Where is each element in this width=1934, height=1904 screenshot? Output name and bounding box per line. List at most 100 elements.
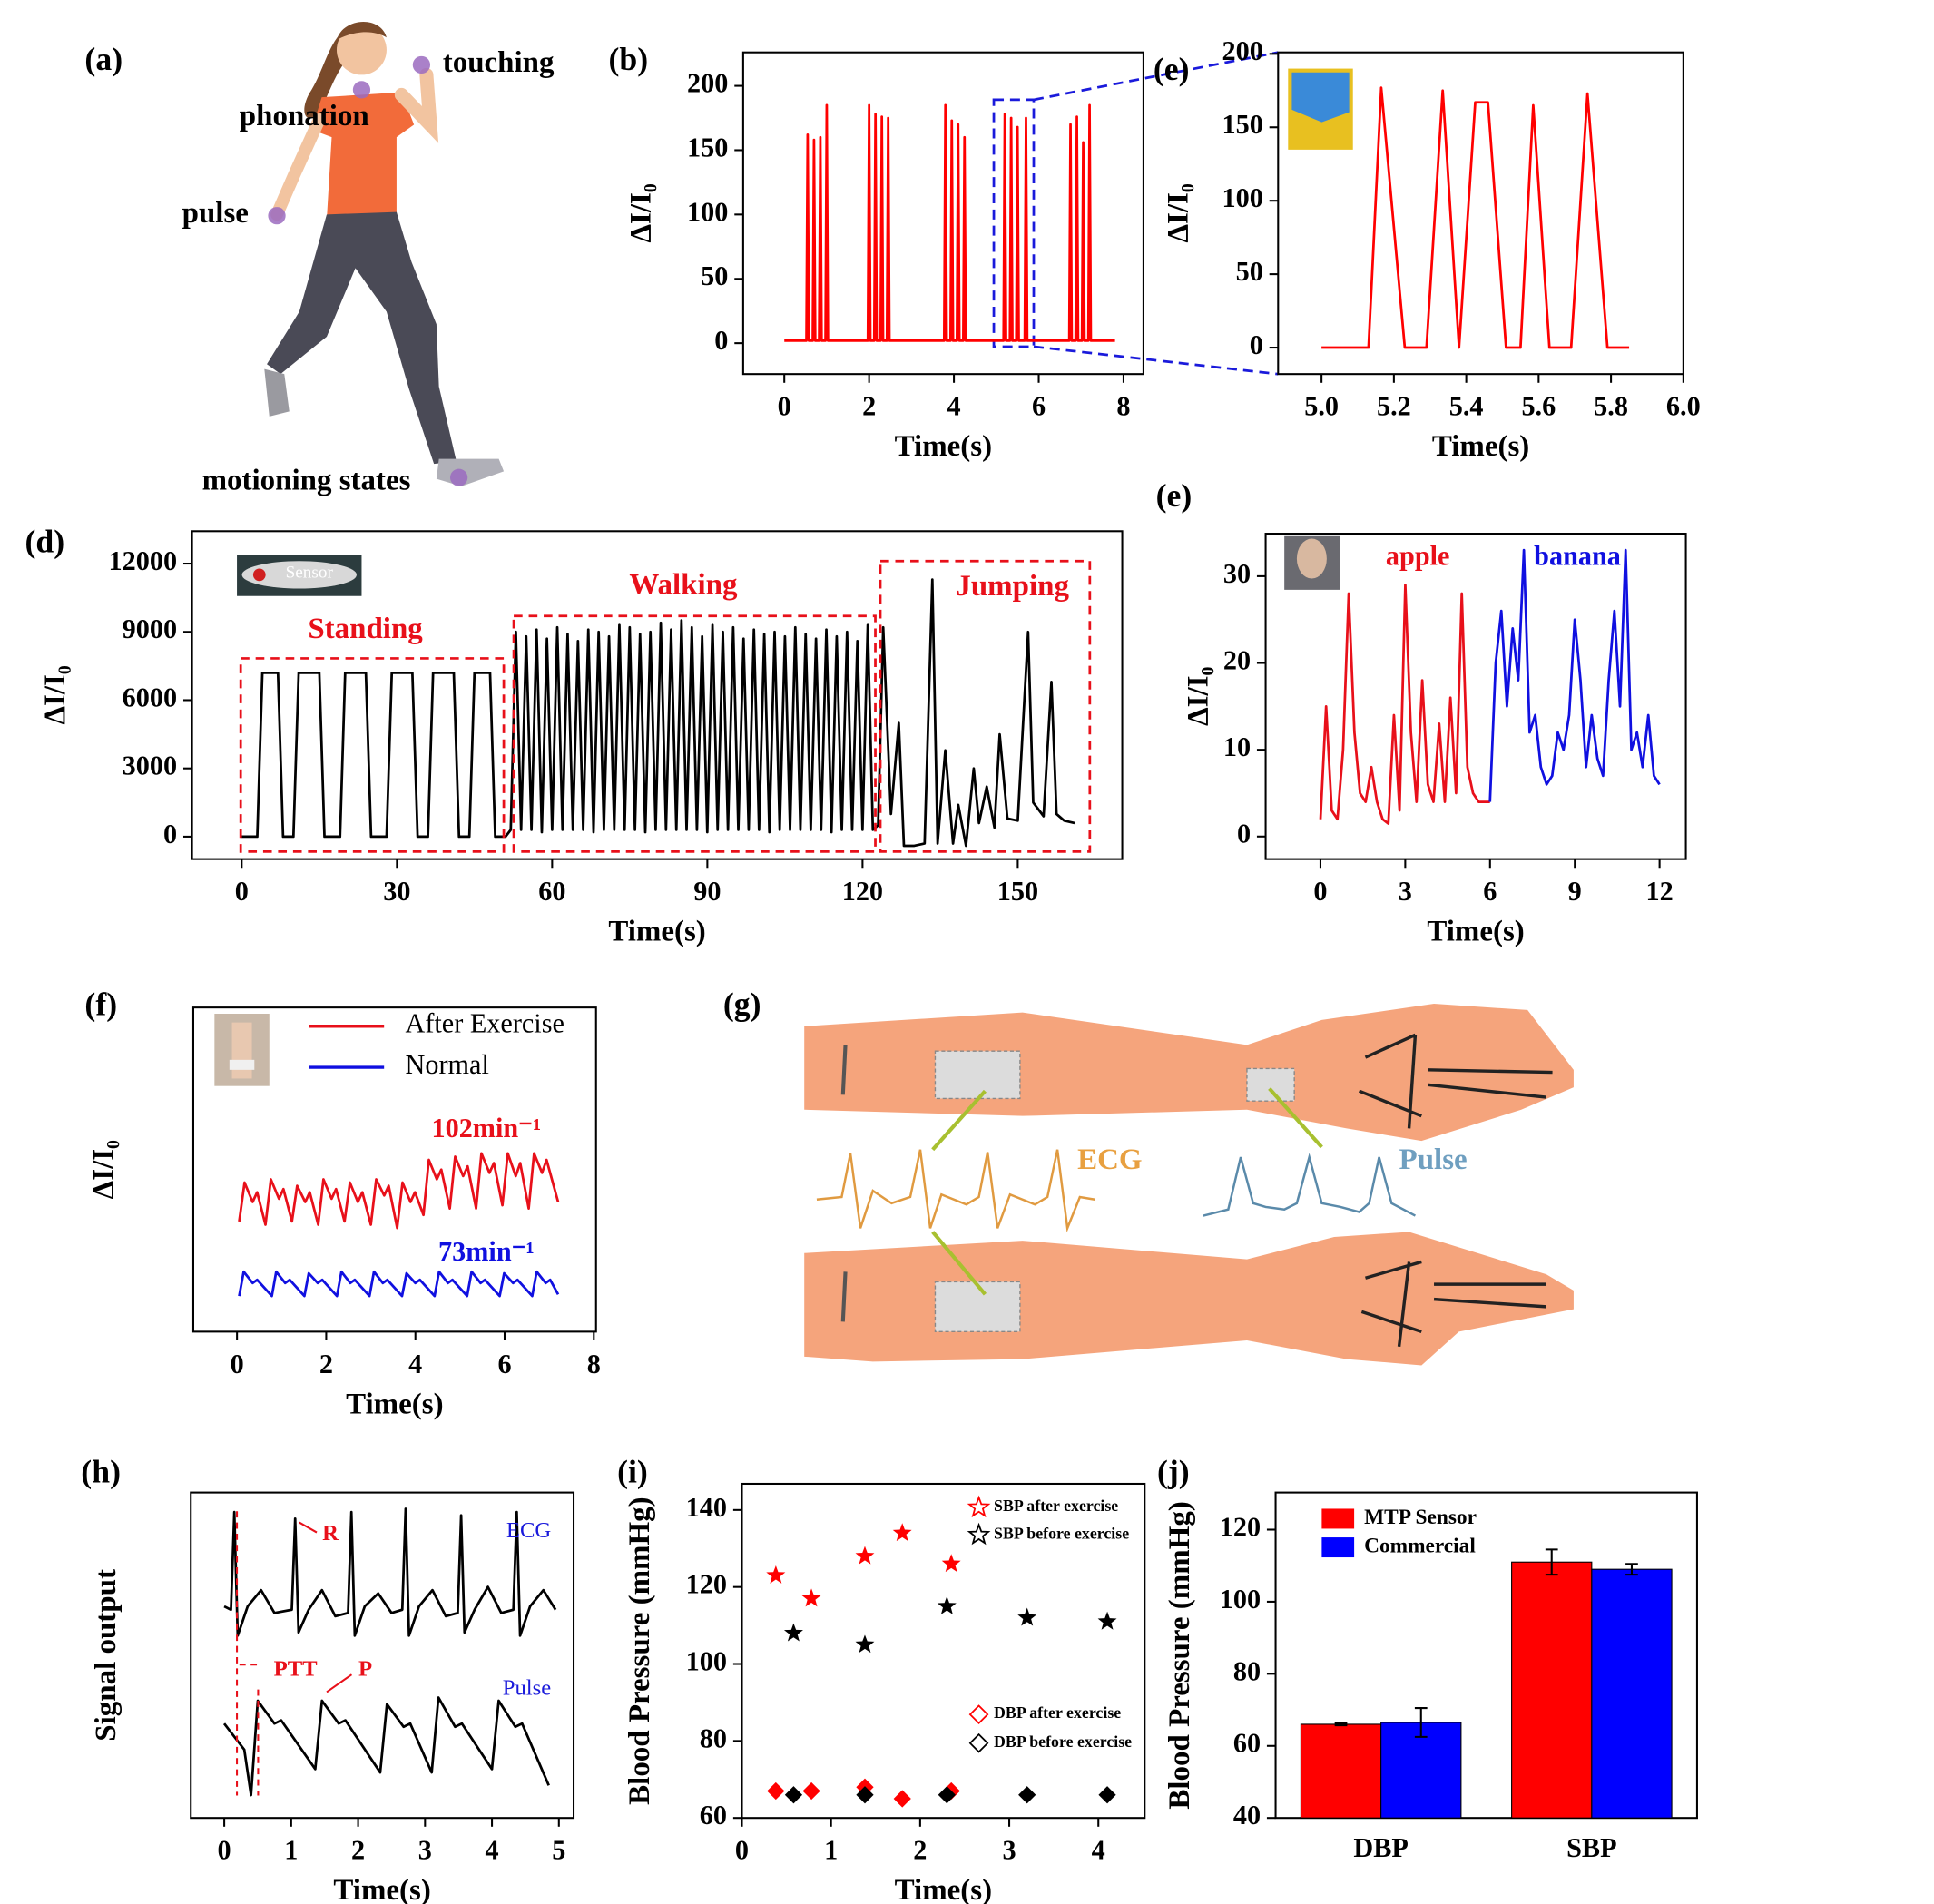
bar xyxy=(1591,1568,1673,1819)
site-label: phonation xyxy=(240,100,369,132)
x-axis-title: Time(s) xyxy=(346,1388,443,1420)
x-tick-label: 0 xyxy=(231,1349,244,1379)
annotation: 102min⁻¹ xyxy=(431,1113,541,1143)
x-tick-label: 5.2 xyxy=(1377,391,1411,422)
data-line xyxy=(238,1152,560,1230)
y-tick-label: 100 xyxy=(686,1645,727,1676)
x-tick-label: DBP xyxy=(1353,1832,1408,1863)
plot-frame xyxy=(1277,51,1684,376)
y-tick-label: 20 xyxy=(1223,644,1251,675)
legend-label: SBP after exercise xyxy=(994,1497,1118,1515)
signal-label: ECG xyxy=(1077,1143,1142,1176)
x-tick-label: 4 xyxy=(947,391,961,422)
data-line xyxy=(238,1270,560,1298)
error-bar xyxy=(1334,1722,1348,1727)
plot-frame xyxy=(741,51,1144,376)
y-tick-label: 100 xyxy=(687,196,728,227)
data-point xyxy=(892,1523,912,1542)
error-bar xyxy=(1545,1548,1558,1576)
y-tick-label: 0 xyxy=(1237,819,1251,849)
x-axis-title: Time(s) xyxy=(895,430,992,463)
y-tick-label: 120 xyxy=(1220,1511,1261,1542)
y-tick-label: 150 xyxy=(1222,109,1262,140)
x-tick-label: 1 xyxy=(284,1835,298,1866)
legend-label: DBP before exercise xyxy=(994,1732,1132,1751)
x-tick-label: 2 xyxy=(913,1835,927,1866)
x-tick-label: 3 xyxy=(1399,876,1412,907)
x-tick-label: 4 xyxy=(1092,1835,1105,1866)
annotation: P xyxy=(358,1657,372,1682)
data-line xyxy=(1488,548,1661,802)
data-point xyxy=(783,1623,803,1642)
annotation: 73min⁻¹ xyxy=(438,1236,535,1267)
data-line xyxy=(784,103,1115,342)
x-axis-title: Time(s) xyxy=(333,1874,430,1904)
y-axis-title: Blood Pressure (mmHg) xyxy=(1163,1501,1196,1809)
panel-label: (e) xyxy=(1154,51,1190,87)
y-tick-label: 50 xyxy=(1236,256,1263,287)
bar xyxy=(1300,1723,1382,1819)
plot-frame xyxy=(190,1491,575,1820)
x-tick-label: 6 xyxy=(1483,876,1497,907)
x-tick-label: 5.0 xyxy=(1304,391,1339,422)
x-tick-label: SBP xyxy=(1566,1832,1616,1863)
x-tick-label: 9 xyxy=(1568,876,1582,907)
bar xyxy=(1511,1561,1593,1819)
legend-label: Commercial xyxy=(1364,1534,1476,1557)
bar xyxy=(1380,1722,1462,1819)
y-tick-label: 0 xyxy=(714,325,728,356)
runner-illustration xyxy=(264,21,505,486)
panel-label: (d) xyxy=(25,524,64,560)
plot-frame xyxy=(1264,533,1687,860)
x-axis-title: Time(s) xyxy=(608,916,705,948)
plot-frame xyxy=(1274,1491,1698,1820)
signal-label: Pulse xyxy=(1399,1143,1468,1176)
plot-frame xyxy=(191,1006,597,1333)
x-tick-label: 0 xyxy=(218,1835,231,1866)
legend-swatch xyxy=(1321,1537,1355,1558)
x-tick-label: 5.6 xyxy=(1521,391,1556,422)
data-line xyxy=(241,578,1075,848)
y-tick-label: 12000 xyxy=(109,545,178,576)
y-tick-label: 200 xyxy=(1222,35,1262,66)
y-tick-label: 100 xyxy=(1220,1584,1261,1614)
x-tick-label: 4 xyxy=(408,1349,422,1379)
series-label: banana xyxy=(1534,540,1621,571)
y-tick-label: 50 xyxy=(701,260,728,291)
y-tick-label: 200 xyxy=(687,68,728,99)
legend-label: Normal xyxy=(406,1049,489,1080)
panel-label: (b) xyxy=(608,41,648,77)
data-point xyxy=(855,1546,875,1565)
pointer-arrow xyxy=(299,1521,353,1693)
region-box xyxy=(512,614,877,853)
x-tick-label: 5.4 xyxy=(1449,391,1484,422)
data-point xyxy=(784,1786,803,1804)
y-axis-title: ΔI/I₀ xyxy=(1183,667,1215,726)
y-tick-label: 6000 xyxy=(123,682,177,712)
panel-label: (j) xyxy=(1157,1454,1190,1490)
x-tick-label: 60 xyxy=(538,876,565,907)
x-tick-label: 1 xyxy=(824,1835,838,1866)
x-tick-label: 5 xyxy=(552,1835,565,1866)
annotation: Sensor xyxy=(286,563,334,582)
site-label: touching xyxy=(443,46,555,79)
x-tick-label: 6 xyxy=(497,1349,511,1379)
legend-symbol xyxy=(967,1495,991,1518)
data-point xyxy=(802,1781,820,1801)
data-point xyxy=(766,1565,786,1584)
ptt-guide xyxy=(236,1511,260,1796)
annotation: R xyxy=(322,1521,339,1546)
y-tick-label: 10 xyxy=(1223,731,1251,762)
y-tick-label: 0 xyxy=(163,819,177,849)
x-tick-label: 8 xyxy=(587,1349,601,1379)
arm-illustration xyxy=(804,1004,1574,1366)
panel-label: (i) xyxy=(617,1454,648,1490)
y-tick-label: 80 xyxy=(1233,1655,1261,1686)
photo-inset xyxy=(214,68,1353,1086)
x-tick-label: 0 xyxy=(1313,876,1327,907)
x-tick-label: 3 xyxy=(418,1835,432,1866)
legend-symbol xyxy=(968,1732,989,1753)
plot-frame xyxy=(191,530,1124,860)
series-label: apple xyxy=(1386,540,1450,571)
